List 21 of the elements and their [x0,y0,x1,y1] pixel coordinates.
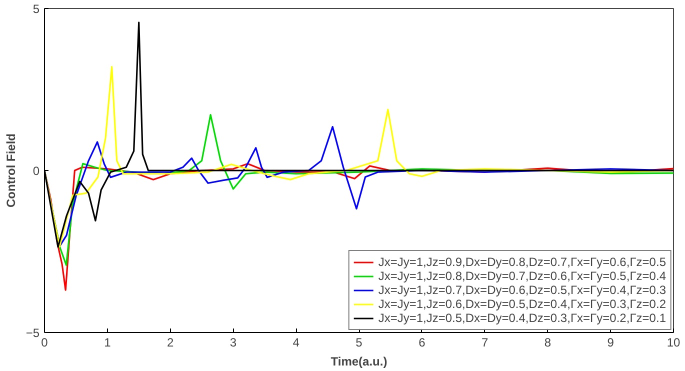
x-tick-label: 4 [292,336,300,350]
x-tick-label: 7 [481,336,488,350]
y-tick-label: −5 [26,326,40,340]
legend-label: Jx=Jy=1,Jz=0.8,Dx=Dy=0.7,Dz=0.6,Γx=Γy=0.5,Γz=0.4 [378,269,666,283]
y-tick-label: 5 [32,2,40,16]
x-tick-label: 6 [418,336,426,350]
x-tick-label: 5 [356,336,363,350]
x-tick-label: 0 [41,336,48,350]
x-tick-label: 3 [230,336,237,350]
x-tick-label: 9 [607,336,614,350]
x-tick-label: 8 [544,336,552,350]
y-tick-label: 0 [32,164,40,178]
legend-label: Jx=Jy=1,Jz=0.6,Dx=Dy=0.5,Dz=0.4,Γx=Γy=0.3,Γz=0.2 [378,297,666,311]
legend-label: Jx=Jy=1,Jz=0.9,Dx=Dy=0.8,Dz=0.7,Γx=Γy=0.6,Γz=0.5 [378,255,666,269]
x-tick-label: 2 [166,336,174,350]
x-tick-label: 1 [104,336,112,350]
x-tick-label: 10 [666,336,680,350]
legend-label: Jx=Jy=1,Jz=0.5,Dx=Dy=0.4,Dz=0.3,Γx=Γy=0.2,Γz=0.1 [378,311,666,325]
legend-label: Jx=Jy=1,Jz=0.7,Dx=Dy=0.6,Dz=0.5,Γx=Γy=0.4,Γz=0.3 [378,283,666,297]
x-axis-title: Time(a.u.) [330,354,388,368]
y-axis-title: Control Field [4,133,18,208]
